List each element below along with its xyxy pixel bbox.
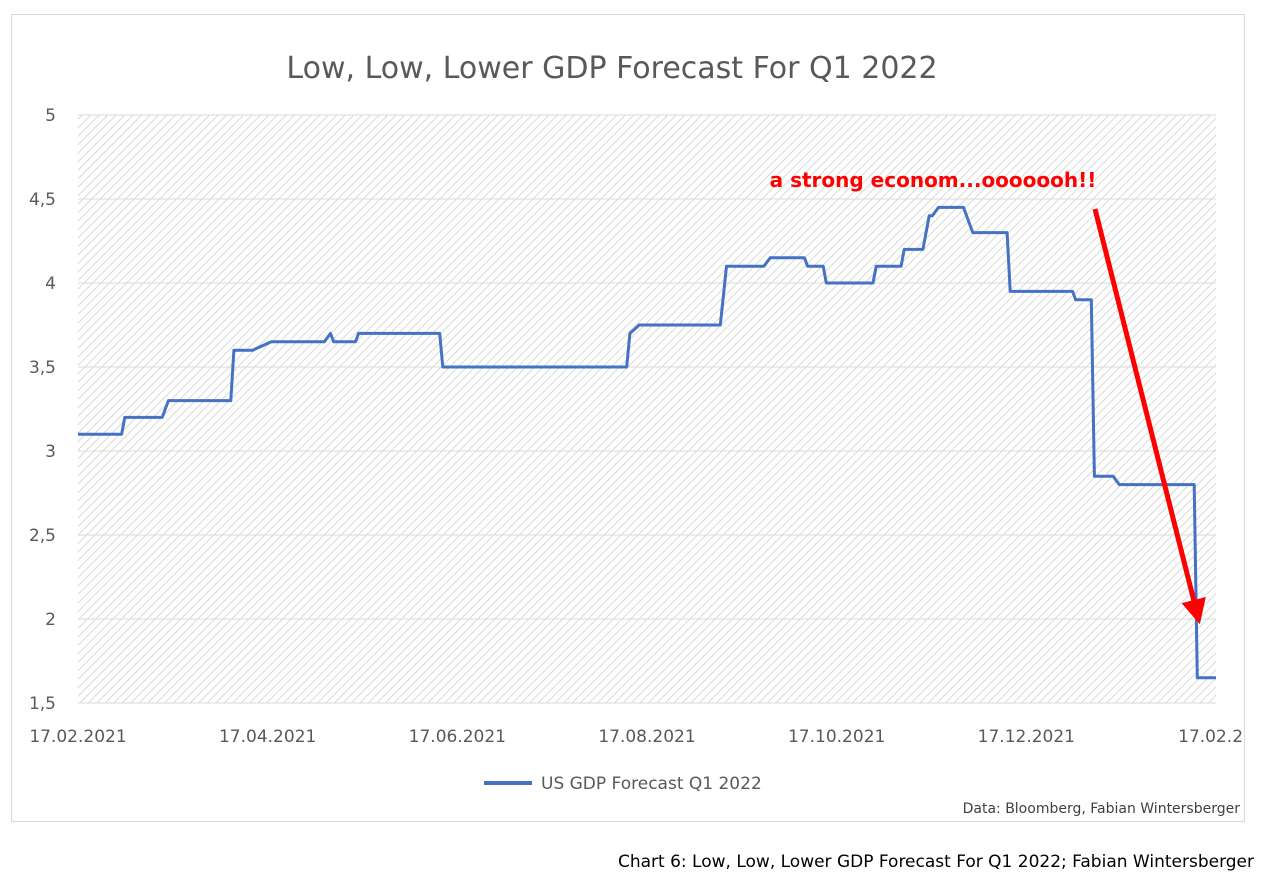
chart-title: Low, Low, Lower GDP Forecast For Q1 2022	[286, 51, 937, 86]
figure-caption: Chart 6: Low, Low, Lower GDP Forecast Fo…	[617, 852, 1254, 872]
x-tick-label: 17.02.20	[1178, 727, 1244, 747]
y-tick-label: 1,5	[29, 694, 56, 714]
y-tick-label: 2	[45, 610, 56, 630]
annotation-arrow	[1092, 208, 1206, 625]
gdp-forecast-chart: Low, Low, Lower GDP Forecast For Q1 2022…	[29, 51, 1244, 817]
y-tick-label: 2,5	[29, 526, 56, 546]
y-tick-label: 3	[45, 442, 56, 462]
x-tick-label: 17.06.2021	[409, 727, 506, 747]
y-tick-label: 4,5	[29, 190, 56, 210]
y-tick-label: 3,5	[29, 358, 56, 378]
y-tick-label: 5	[45, 106, 56, 126]
annotation-text: a strong econom...ooooooh!!	[770, 168, 1097, 192]
legend-label: US GDP Forecast Q1 2022	[541, 774, 762, 794]
x-tick-label: 17.08.2021	[598, 727, 695, 747]
x-tick-label: 17.04.2021	[219, 727, 316, 747]
series-line-us-gdp-forecast	[78, 205, 1216, 680]
x-tick-label: 17.10.2021	[788, 727, 885, 747]
x-tick-label: 17.12.2021	[978, 727, 1075, 747]
plot-area-background	[78, 115, 1216, 703]
source-note: Data: Bloomberg, Fabian Wintersberger	[963, 801, 1241, 817]
y-tick-label: 4	[45, 274, 56, 294]
x-tick-label: 17.02.2021	[29, 727, 126, 747]
chart-frame: Low, Low, Lower GDP Forecast For Q1 2022…	[11, 14, 1245, 822]
